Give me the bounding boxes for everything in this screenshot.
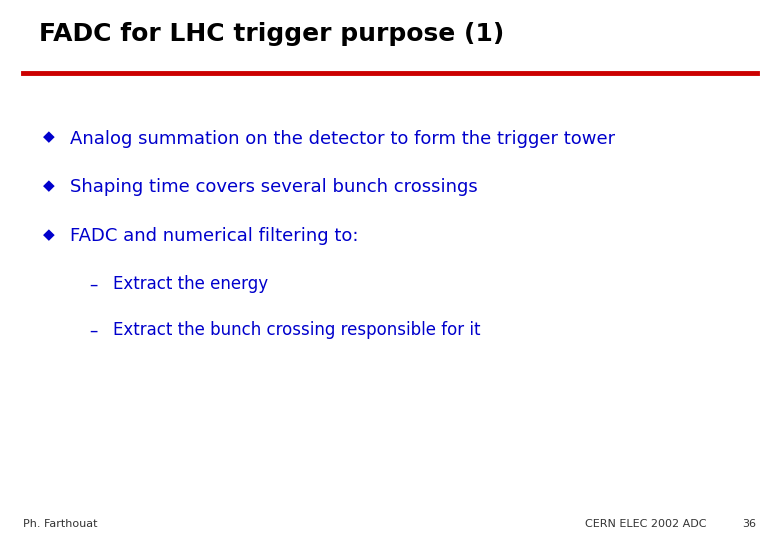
Text: –: – bbox=[90, 275, 98, 293]
Text: Shaping time covers several bunch crossings: Shaping time covers several bunch crossi… bbox=[70, 178, 478, 196]
Text: FADC for LHC trigger purpose (1): FADC for LHC trigger purpose (1) bbox=[39, 22, 504, 45]
Text: FADC and numerical filtering to:: FADC and numerical filtering to: bbox=[70, 227, 359, 245]
Text: ◆: ◆ bbox=[43, 130, 55, 145]
Text: –: – bbox=[90, 321, 98, 339]
Text: ◆: ◆ bbox=[43, 227, 55, 242]
Text: Extract the bunch crossing responsible for it: Extract the bunch crossing responsible f… bbox=[113, 321, 480, 339]
Text: 36: 36 bbox=[743, 519, 757, 529]
Text: Analog summation on the detector to form the trigger tower: Analog summation on the detector to form… bbox=[70, 130, 615, 147]
Text: Ph. Farthouat: Ph. Farthouat bbox=[23, 519, 98, 529]
Text: Extract the energy: Extract the energy bbox=[113, 275, 268, 293]
Text: ◆: ◆ bbox=[43, 178, 55, 193]
Text: CERN ELEC 2002 ADC: CERN ELEC 2002 ADC bbox=[585, 519, 707, 529]
